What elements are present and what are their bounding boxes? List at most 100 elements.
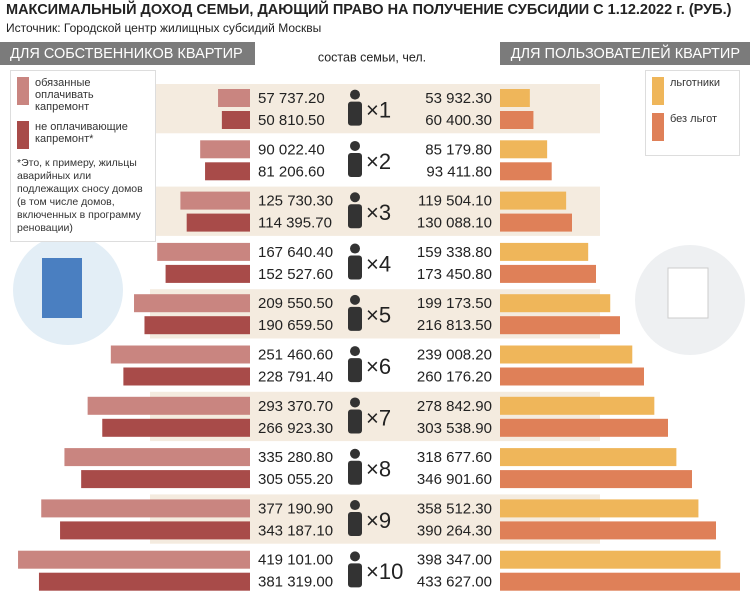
value-label: 251 460.60 <box>258 346 333 363</box>
value-label: 119 504.10 <box>418 193 492 210</box>
category-label: ×2 <box>366 149 391 174</box>
value-label: 216 813.50 <box>417 317 492 334</box>
value-label: 390 264.30 <box>417 522 492 539</box>
bar <box>221 111 250 129</box>
person-icon <box>350 551 360 562</box>
person-icon <box>350 89 360 100</box>
bar <box>500 572 740 591</box>
legend-swatch <box>652 77 664 105</box>
legend-label: льготники <box>670 77 721 89</box>
value-label: 53 932.30 <box>425 90 492 107</box>
bar <box>87 396 250 415</box>
bar <box>500 345 633 364</box>
legend-label: обязанные оплачивать капремонт <box>35 77 94 113</box>
legend: обязанные оплачивать капремонт не оплачив… <box>10 70 156 242</box>
value-label: 278 842.90 <box>417 398 492 415</box>
bar <box>218 89 250 107</box>
note: *Это, к примеру, жильцы аварийных или по… <box>17 157 143 234</box>
legend-item: обязанные оплачивать капремонт <box>17 77 149 113</box>
value-label: 50 810.50 <box>258 112 325 129</box>
value-label: 377 190.90 <box>258 500 333 517</box>
category-label: ×1 <box>366 97 391 122</box>
category-label: ×7 <box>366 405 391 430</box>
bar <box>110 345 251 364</box>
bar <box>500 162 552 181</box>
bar <box>186 213 250 232</box>
value-label: 433 627.00 <box>417 574 492 591</box>
value-label: 114 395.70 <box>258 215 332 232</box>
person-icon <box>348 563 362 588</box>
bar <box>500 521 716 540</box>
category-label: ×6 <box>366 354 391 379</box>
value-label: 85 179.80 <box>425 141 492 158</box>
value-label: 398 347.00 <box>417 552 492 569</box>
person-icon <box>350 140 360 151</box>
legend-swatch <box>17 121 29 149</box>
person-icon <box>348 512 362 537</box>
value-label: 358 512.30 <box>417 500 492 517</box>
bar <box>500 264 596 283</box>
person-icon <box>350 346 360 357</box>
bar <box>123 367 250 386</box>
legend-item: без льгот <box>652 113 733 141</box>
bar <box>64 448 250 467</box>
bar <box>500 140 548 159</box>
bar <box>500 111 534 129</box>
bar <box>500 89 530 107</box>
bar <box>165 264 250 283</box>
bar <box>500 213 572 232</box>
chart-subtitle: Источник: Городской центр жилищных субси… <box>6 21 321 35</box>
person-icon <box>348 358 362 383</box>
bar <box>500 499 699 518</box>
category-label: ×8 <box>366 457 391 482</box>
legend-label: без льгот <box>670 113 717 125</box>
value-label: 81 206.60 <box>258 163 325 180</box>
person-icon <box>350 397 360 408</box>
person-icon <box>348 152 362 177</box>
bar <box>500 550 721 569</box>
value-label: 152 527.60 <box>258 266 333 283</box>
bar <box>144 316 250 335</box>
person-icon <box>350 192 360 203</box>
legend-label: не оплачивающие капремонт* <box>35 121 128 145</box>
category-label: ×5 <box>366 303 391 328</box>
value-label: 266 923.30 <box>258 420 333 437</box>
bar <box>60 521 250 540</box>
value-label: 335 280.80 <box>258 449 333 466</box>
bar <box>500 316 620 335</box>
person-icon <box>348 101 362 126</box>
value-label: 199 173.50 <box>417 295 492 312</box>
value-label: 190 659.50 <box>258 317 333 334</box>
header-band <box>500 42 750 65</box>
header-band <box>0 42 255 65</box>
bar <box>500 242 589 261</box>
value-label: 60 400.30 <box>425 112 492 129</box>
person-icon <box>350 294 360 305</box>
category-label: ×9 <box>366 508 391 533</box>
category-label: ×4 <box>366 251 391 276</box>
chart-title: МАКСИМАЛЬНЫЙ ДОХОД СЕМЬИ, ДАЮЩИЙ ПРАВО Н… <box>6 0 732 18</box>
person-icon <box>348 306 362 331</box>
bar <box>200 140 250 159</box>
bar <box>205 162 250 181</box>
value-label: 57 737.20 <box>258 90 325 107</box>
illustration <box>667 267 709 319</box>
bar <box>38 572 251 591</box>
value-label: 167 640.40 <box>258 244 333 261</box>
legend-swatch <box>17 77 29 105</box>
person-icon <box>348 204 362 229</box>
person-icon <box>348 460 362 485</box>
value-label: 293 370.70 <box>258 398 333 415</box>
bar <box>102 418 250 437</box>
value-label: 305 055.20 <box>258 471 333 488</box>
person-icon <box>350 243 360 254</box>
value-label: 130 088.10 <box>417 215 492 232</box>
person-icon <box>350 448 360 459</box>
value-label: 239 008.20 <box>417 346 492 363</box>
illustration <box>42 258 82 318</box>
bar <box>180 191 250 210</box>
category-label: ×10 <box>366 559 403 584</box>
value-label: 343 187.10 <box>258 522 333 539</box>
person-icon <box>348 409 362 434</box>
